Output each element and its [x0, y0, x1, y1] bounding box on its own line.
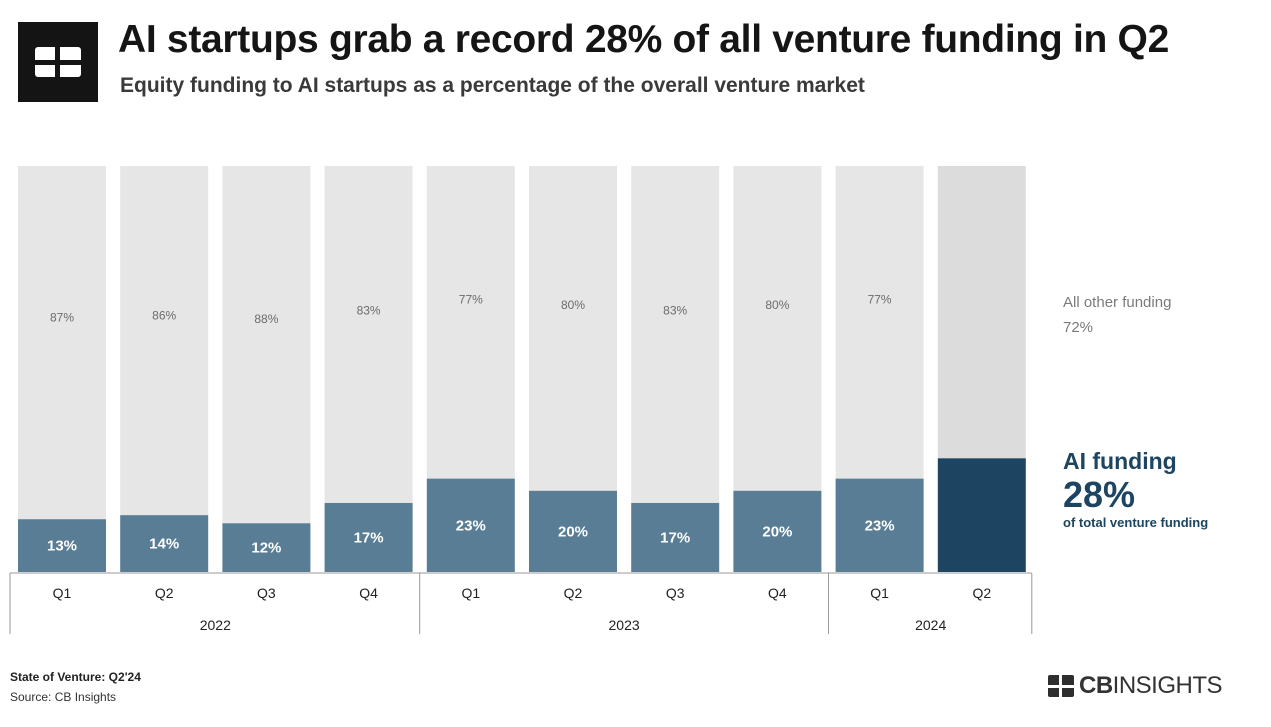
cb-insights-brand: CB INSIGHTS [1048, 672, 1223, 700]
ai-funding-value: 28% [1063, 474, 1136, 515]
bar-other-2 [120, 166, 209, 516]
bar-ai-4 [324, 502, 413, 572]
bar-ai-9 [835, 478, 924, 572]
x-tick-label-2: Q2 [155, 585, 174, 601]
ai-pct-label-9: 23% [865, 517, 895, 534]
cb-insights-logo-icon [18, 22, 98, 102]
ai-pct-label-2: 14% [149, 536, 179, 553]
year-label-2024: 2024 [915, 617, 946, 633]
other-pct-label-7: 83% [663, 303, 687, 317]
brand-rest: INSIGHTS [1112, 672, 1223, 699]
bar-ai-1 [18, 519, 106, 572]
bar-other-6 [529, 166, 617, 491]
bar-other-3 [222, 166, 311, 524]
cb-insights-mark-icon [1048, 675, 1074, 697]
brand-bold: CB [1079, 672, 1113, 699]
other-pct-label-2: 86% [152, 309, 176, 323]
x-tick-label-10: Q2 [972, 585, 991, 601]
bar-ai-6 [529, 490, 617, 572]
bar-ai-2 [120, 515, 209, 572]
other-funding-label: All other funding [1063, 294, 1172, 311]
chart-subtitle: Equity funding to AI startups as a perce… [120, 74, 865, 97]
ai-pct-label-6: 20% [558, 523, 588, 540]
ai-funding-sub: of total venture funding [1063, 515, 1209, 530]
year-label-2023: 2023 [609, 617, 640, 633]
bar-ai-8 [733, 490, 822, 572]
ai-pct-label-7: 17% [660, 529, 690, 546]
other-pct-label-9: 77% [868, 293, 892, 307]
other-pct-label-4: 83% [357, 303, 381, 317]
other-funding-annotation: All other funding 72% [1063, 290, 1171, 340]
ai-funding-annotation: AI funding 28% of total venture funding [1063, 446, 1208, 532]
x-tick-label-8: Q4 [768, 585, 787, 601]
ai-pct-label-3: 12% [251, 540, 281, 557]
other-pct-label-5: 77% [459, 293, 483, 307]
bar-ai-10 [937, 458, 1026, 572]
x-tick-label-6: Q2 [564, 585, 583, 601]
other-pct-label-6: 80% [561, 298, 585, 312]
report-name: State of Venture: Q2'24 [10, 670, 141, 684]
year-label-2022: 2022 [200, 617, 231, 633]
x-tick-label-5: Q1 [461, 585, 480, 601]
x-tick-label-4: Q4 [359, 585, 378, 601]
x-tick-label-9: Q1 [870, 585, 889, 601]
bar-other-8 [733, 166, 822, 491]
x-tick-label-1: Q1 [53, 585, 72, 601]
other-funding-value: 72% [1063, 319, 1094, 336]
other-pct-label-8: 80% [765, 298, 789, 312]
bar-other-1 [18, 166, 106, 520]
ai-pct-label-4: 17% [354, 529, 384, 546]
bar-ai-3 [222, 523, 311, 572]
ai-pct-label-5: 23% [456, 517, 486, 534]
other-pct-label-1: 87% [50, 310, 74, 324]
bar-other-5 [426, 166, 515, 479]
bar-ai-5 [426, 478, 515, 572]
bar-ai-7 [631, 502, 720, 572]
x-tick-label-3: Q3 [257, 585, 276, 601]
bar-other-7 [631, 166, 720, 503]
ai-funding-label: AI funding [1063, 448, 1177, 474]
x-tick-label-7: Q3 [666, 585, 685, 601]
ai-pct-label-1: 13% [47, 538, 77, 555]
bar-other-4 [324, 166, 413, 503]
source-note: Source: CB Insights [10, 690, 117, 704]
chart-title: AI startups grab a record 28% of all ven… [118, 18, 1169, 61]
other-pct-label-3: 88% [254, 312, 278, 326]
bar-other-10 [937, 166, 1026, 459]
bar-other-9 [835, 166, 924, 479]
ai-pct-label-8: 20% [762, 523, 792, 540]
